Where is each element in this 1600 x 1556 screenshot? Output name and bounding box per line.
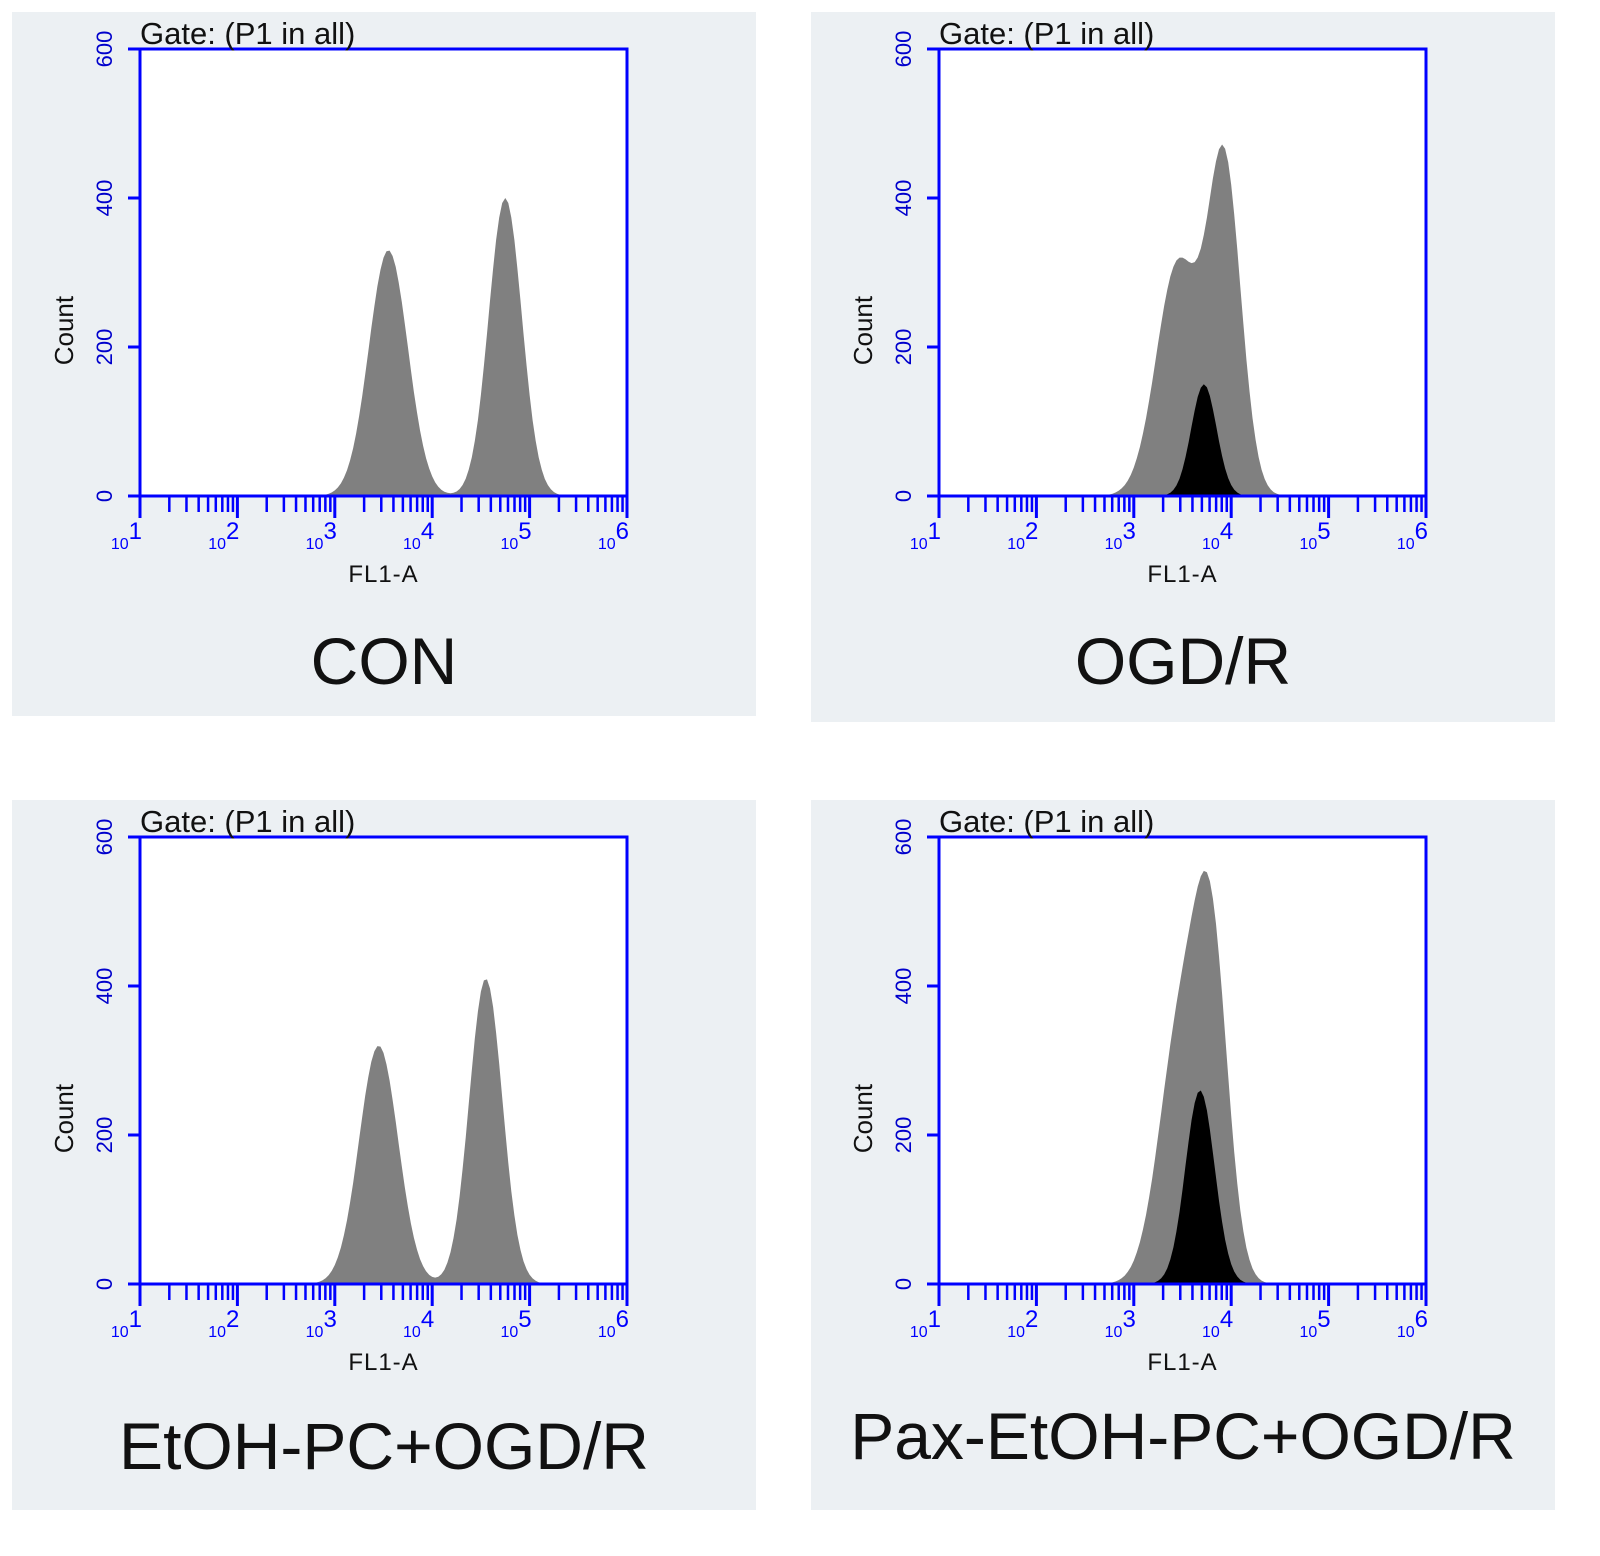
y-tick-label: 200 — [891, 329, 916, 366]
y-tick-label: 200 — [891, 1117, 916, 1154]
plot-frame — [937, 47, 1428, 498]
y-tick-label: 200 — [92, 329, 117, 366]
x-tick-label: 103 — [306, 518, 337, 553]
x-tick-label: 101 — [111, 518, 142, 553]
gate-label: Gate: (P1 in all) — [140, 804, 355, 839]
x-tick-label: 102 — [1007, 518, 1038, 553]
histogram-panel-pax-etoh-pc: 0 200 400 600 101 102 103 104 105 106 FL1-A Count Ga… — [811, 800, 1555, 1510]
x-tick-label: 101 — [910, 518, 941, 553]
x-tick-label: 101 — [111, 1306, 142, 1341]
plot-frame — [138, 835, 629, 1286]
plot-frame — [937, 835, 1428, 1286]
x-axis-label: FL1-A — [348, 1349, 418, 1376]
panel-label-con: CON — [310, 624, 458, 698]
histogram-panel-con: 0 200 400 600 101 102 103 104 105 106 FL1-A Count Ga… — [12, 12, 756, 716]
x-tick-label: 104 — [1202, 518, 1233, 553]
x-tick-label: 106 — [598, 518, 629, 553]
histogram-chart-con: 0 200 400 600 101 102 103 104 105 106 FL1-A Count Ga… — [49, 16, 629, 588]
y-tick-label: 200 — [92, 1117, 117, 1154]
x-tick-label: 104 — [1202, 1306, 1233, 1341]
x-tick-label: 102 — [208, 1306, 239, 1341]
y-tick-label: 400 — [92, 180, 117, 217]
x-tick-label: 105 — [1299, 518, 1330, 553]
histogram-chart-etoh-pc: 0 200 400 600 101 102 103 104 105 106 FL1-A Count Ga… — [49, 804, 629, 1376]
histogram-panel-etoh-pc: 0 200 400 600 101 102 103 104 105 106 FL1-A Count Ga… — [12, 800, 756, 1510]
y-tick-label: 0 — [891, 490, 916, 502]
x-tick-label: 105 — [1299, 1306, 1330, 1341]
x-tick-label: 103 — [1105, 1306, 1136, 1341]
x-tick-label: 103 — [1105, 518, 1136, 553]
y-axis-label: Count — [848, 295, 878, 365]
histogram-chart-ogdr: 0 200 400 600 101 102 103 104 105 106 FL1-A Count Ga… — [848, 16, 1428, 588]
y-tick-label: 400 — [891, 968, 916, 1005]
y-tick-label: 400 — [891, 180, 916, 217]
y-axis-label: Count — [848, 1083, 878, 1153]
histogram-chart-pax-etoh-pc: 0 200 400 600 101 102 103 104 105 106 FL1-A Count Ga… — [848, 804, 1428, 1376]
gray-histogram-series — [939, 144, 1426, 496]
x-tick-label: 104 — [403, 518, 434, 553]
y-tick-label: 600 — [92, 819, 117, 856]
histogram-panel-ogdr: 0 200 400 600 101 102 103 104 105 106 FL1-A Count Ga… — [811, 12, 1555, 722]
x-tick-label: 101 — [910, 1306, 941, 1341]
x-tick-label: 102 — [208, 518, 239, 553]
x-tick-label: 105 — [500, 1306, 531, 1341]
plot-frame — [138, 47, 629, 498]
y-tick-label: 400 — [92, 968, 117, 1005]
panel-label-etoh-pc: EtOH-PC+OGD/R — [119, 1409, 649, 1483]
y-tick-label: 600 — [891, 31, 916, 68]
gate-label: Gate: (P1 in all) — [140, 16, 355, 51]
y-tick-label: 0 — [891, 1278, 916, 1290]
x-tick-label: 103 — [306, 1306, 337, 1341]
y-tick-label: 0 — [92, 490, 117, 502]
x-tick-label: 104 — [403, 1306, 434, 1341]
black-histogram-series — [939, 384, 1426, 496]
y-tick-label: 0 — [92, 1278, 117, 1290]
panel-label-ogdr: OGD/R — [1074, 624, 1292, 698]
black-histogram-series — [939, 1090, 1426, 1284]
gate-label: Gate: (P1 in all) — [939, 16, 1154, 51]
gray-histogram-series — [140, 198, 627, 496]
x-axis-label: FL1-A — [1147, 1349, 1217, 1376]
gray-histogram-series — [140, 979, 627, 1284]
x-tick-label: 106 — [1397, 1306, 1428, 1341]
panel-label-pax-etoh-pc: Pax-EtOH-PC+OGD/R — [850, 1399, 1516, 1473]
x-axis-label: FL1-A — [348, 561, 418, 588]
y-axis-label: Count — [49, 295, 79, 365]
y-axis-label: Count — [49, 1083, 79, 1153]
gate-label: Gate: (P1 in all) — [939, 804, 1154, 839]
y-tick-label: 600 — [891, 819, 916, 856]
x-tick-label: 105 — [500, 518, 531, 553]
gray-histogram-series — [939, 870, 1426, 1284]
y-tick-label: 600 — [92, 31, 117, 68]
x-axis-label: FL1-A — [1147, 561, 1217, 588]
x-tick-label: 102 — [1007, 1306, 1038, 1341]
x-tick-label: 106 — [1397, 518, 1428, 553]
x-tick-label: 106 — [598, 1306, 629, 1341]
